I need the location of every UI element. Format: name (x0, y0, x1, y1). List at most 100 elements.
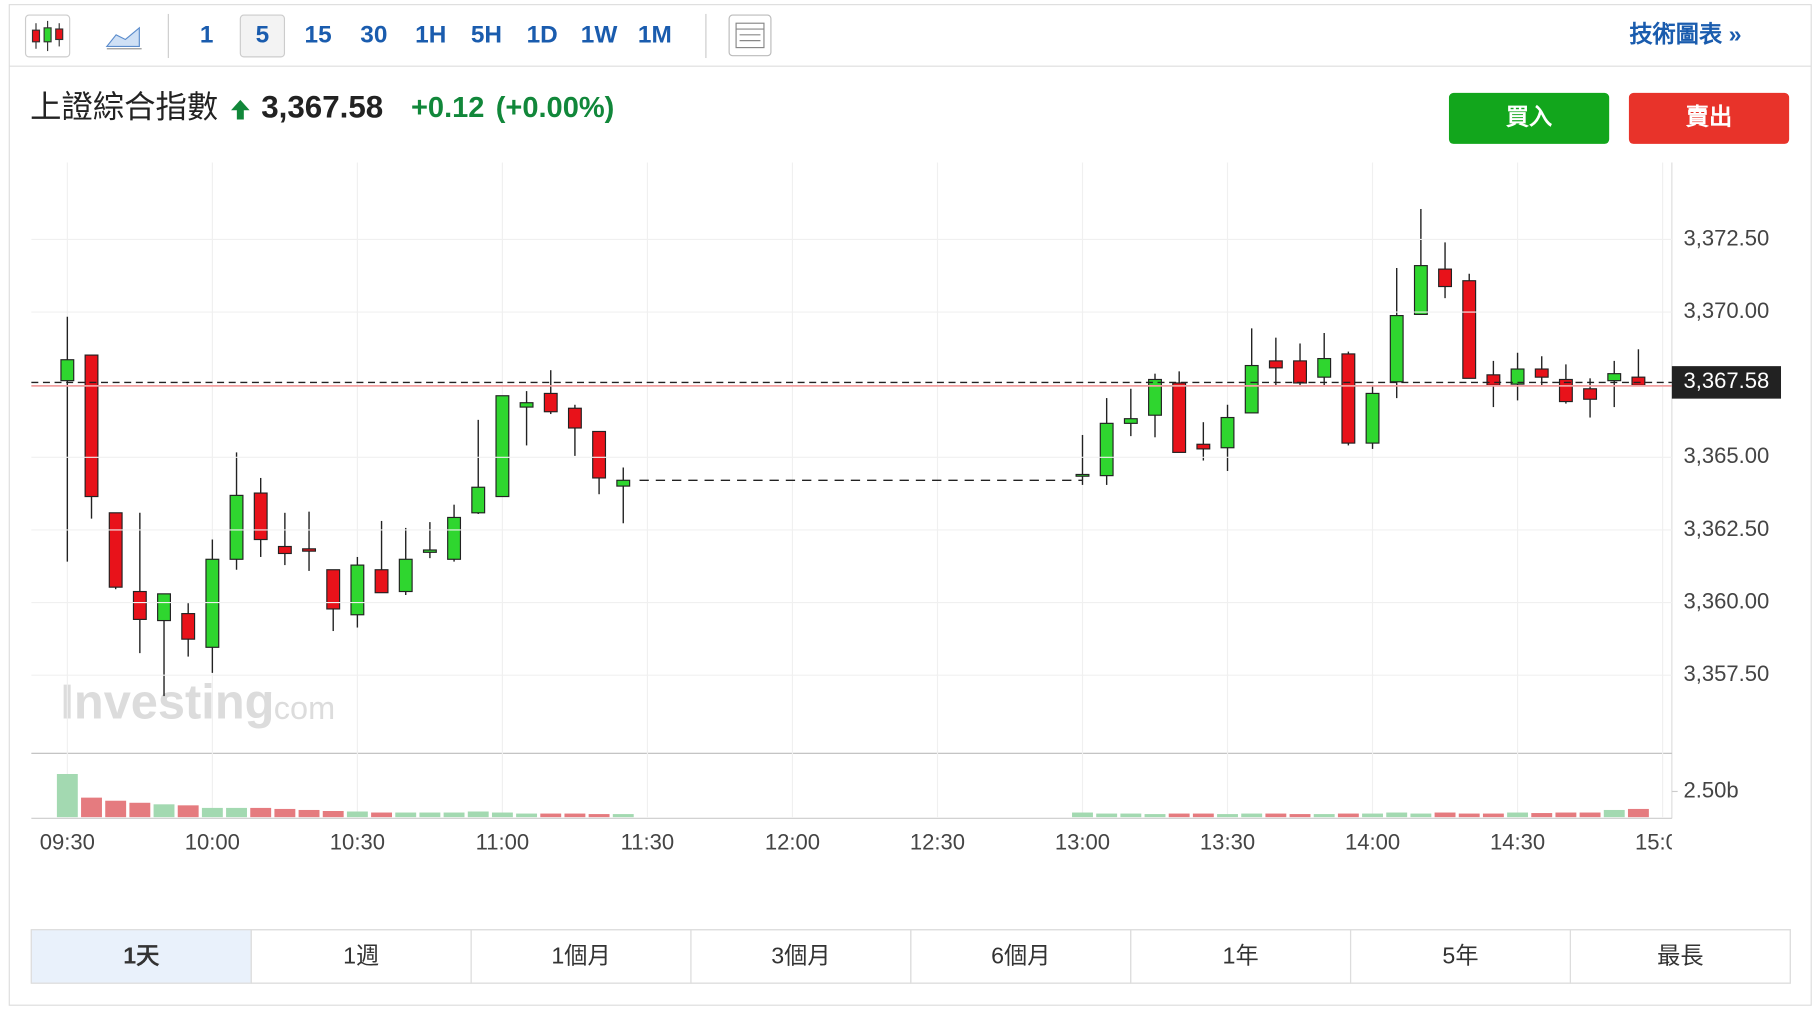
candle-body (1317, 357, 1332, 378)
buy-button[interactable]: 買入 (1448, 92, 1610, 144)
candle-body (302, 548, 317, 552)
interval[interactable]: 30 (360, 21, 387, 48)
candle-body (616, 479, 631, 487)
change: +0.12 (411, 92, 484, 124)
candle-body (1123, 418, 1138, 424)
volume-bar (540, 813, 562, 818)
tab[interactable] (1569, 929, 1791, 984)
sell-bg[interactable] (1628, 92, 1790, 144)
x-tick-label: 09:30 (40, 830, 95, 855)
tab-label[interactable]: 1天 (123, 943, 160, 969)
volume-bar (56, 774, 78, 818)
interval[interactable]: 1H (415, 21, 446, 48)
volume-bar (564, 813, 586, 818)
candle-body (1462, 280, 1477, 379)
icon-body (31, 29, 41, 43)
volume-bar (1337, 813, 1359, 818)
interval-selected[interactable] (239, 14, 286, 58)
candle-body (1534, 368, 1549, 378)
volume-bar (612, 814, 634, 818)
tab-label[interactable]: 3個月 (771, 943, 830, 969)
volume-bar (1507, 812, 1529, 818)
volume-bar (177, 805, 199, 818)
volume-bar (1482, 813, 1504, 818)
tab-label[interactable]: 6個月 (991, 943, 1050, 969)
candle-body (1558, 378, 1573, 403)
candle-body (1486, 374, 1501, 386)
candle-body (422, 549, 437, 553)
area-icon[interactable] (105, 26, 140, 48)
tab-selected[interactable] (30, 929, 252, 984)
candle-body (1244, 364, 1259, 414)
x-tick-label: 11:30 (621, 830, 675, 855)
volume-bar (322, 810, 344, 818)
interval[interactable]: 1 (200, 21, 214, 48)
candle-icon[interactable] (24, 14, 71, 58)
buy-bg[interactable] (1448, 92, 1610, 144)
candle-body (1293, 360, 1307, 384)
volume-bar (81, 797, 102, 818)
volume-bar (1192, 813, 1214, 818)
candle-body (1220, 416, 1235, 449)
volume-bar (346, 811, 368, 818)
icon-body (43, 27, 52, 43)
volume-bar (1362, 813, 1383, 818)
candle-body (350, 564, 365, 616)
tab-label[interactable]: 1週 (343, 943, 379, 969)
candle-body (447, 516, 462, 560)
candle-body (1413, 265, 1428, 315)
technical-chart-link[interactable]: 技術圖表 » (1629, 21, 1741, 47)
watermark-brand: Investing (60, 676, 274, 730)
icon-box[interactable] (728, 14, 772, 57)
volume-bar (129, 802, 151, 818)
volume-bar (491, 812, 513, 818)
volume-bar (1386, 812, 1408, 818)
volume-bar (1555, 812, 1577, 818)
y-tick-label: 3,362.50 (1683, 516, 1769, 541)
tab-label[interactable]: 1個月 (551, 943, 610, 969)
buy-label[interactable]: 買入 (1506, 104, 1552, 130)
sell-label[interactable]: 賣出 (1686, 104, 1732, 130)
candle-body (374, 569, 389, 594)
interval[interactable]: 1D (527, 21, 558, 48)
tab-label[interactable]: 1年 (1223, 943, 1259, 969)
table-icon[interactable] (728, 14, 772, 57)
x-tick-label: 12:00 (765, 830, 820, 855)
interval[interactable]: 5H (471, 21, 502, 48)
volume-bar (1579, 812, 1601, 818)
candle-body (181, 613, 196, 640)
candle-body (1341, 353, 1356, 444)
x-tick-label: 13:30 (1200, 830, 1255, 855)
x-tick-label: 15:00 (1635, 830, 1690, 855)
change-pct: (+0.00%) (496, 92, 615, 124)
candle-body (132, 590, 147, 620)
interval[interactable]: 1M (638, 21, 672, 48)
candle-body (1583, 388, 1598, 400)
volume-bar (371, 812, 393, 818)
volume-bar (226, 807, 247, 818)
candle-body (1438, 268, 1453, 288)
volume-bar (1144, 814, 1166, 818)
candle-body (253, 492, 268, 541)
candle-body (495, 395, 510, 498)
x-tick-label: 11:00 (476, 830, 530, 855)
sell-button[interactable]: 賣出 (1628, 92, 1790, 144)
candle-body (60, 359, 75, 382)
candle-body (326, 569, 341, 610)
candle-body (1075, 473, 1090, 477)
interval[interactable]: 5 (256, 21, 270, 48)
tab-label[interactable]: 最長 (1657, 943, 1703, 969)
icon-sheet (735, 22, 765, 49)
interval[interactable]: 1W (581, 21, 618, 48)
interval[interactable]: 15 (305, 21, 332, 48)
candle-body (1365, 392, 1380, 444)
candle-body (1172, 382, 1187, 453)
icon-body (55, 28, 64, 41)
volume-tick-label: 2.50b (1683, 777, 1738, 802)
volume-bar (1313, 814, 1335, 818)
x-tick-label: 14:30 (1490, 830, 1545, 855)
candle-body (1607, 373, 1622, 382)
x-tick-label: 13:00 (1055, 830, 1110, 855)
tab-label[interactable]: 5年 (1442, 943, 1478, 969)
